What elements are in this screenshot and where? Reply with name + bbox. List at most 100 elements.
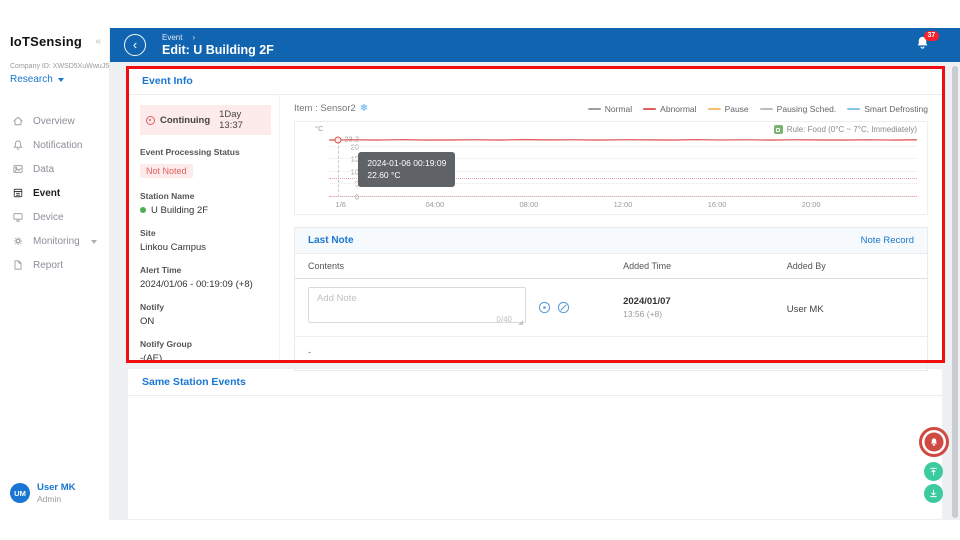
scroll-to-bottom-button[interactable]: [924, 484, 943, 503]
arrow-to-top-icon: [930, 467, 937, 476]
field-label: Event Processing Status: [140, 147, 240, 157]
legend-item: Pausing Sched.: [759, 104, 836, 114]
legend-item: Pause: [707, 103, 749, 114]
item-label: Item : Sensor2: [294, 103, 356, 114]
chart-plot-area: 23.2 20 15 10 5 0: [329, 134, 917, 209]
resize-grip-icon[interactable]: [518, 320, 523, 325]
event-marker[interactable]: [334, 136, 342, 144]
app-window: IoTSensing « Company ID: XWSD5XuWwuJ5 Re…: [0, 26, 960, 520]
y-tick: 15: [350, 154, 359, 164]
notification-count-badge: 37: [924, 31, 939, 42]
note-table-header: Contents Added Time Added By: [295, 254, 927, 279]
y-tick: 10: [350, 167, 359, 177]
added-by: User MK: [786, 303, 824, 315]
status-state: Continuing: [160, 114, 211, 126]
note-record-link[interactable]: Note Record: [860, 235, 914, 246]
vertical-scrollbar[interactable]: [952, 66, 958, 518]
device-icon: [13, 213, 23, 222]
sidebar-item-label: Event: [33, 187, 61, 199]
same-station-events-card: Same Station Events: [128, 369, 942, 519]
submit-note-icon[interactable]: [538, 301, 551, 314]
marker-guide-line: [337, 141, 339, 197]
last-note-title: Last Note: [308, 235, 354, 246]
sidebar-item-label: Data: [33, 163, 55, 175]
note-row: 0/40 2024/01/07: [295, 279, 927, 337]
char-counter: 0/40: [496, 315, 512, 324]
sidebar-nav: Overview Notification Data Event Device …: [0, 109, 109, 277]
legend-swatch: [587, 107, 601, 110]
field-value: 2024/01/06 - 00:19:09 (+8): [140, 279, 253, 290]
sidebar-item-device[interactable]: Device: [0, 205, 109, 229]
y-tick: 5: [354, 179, 359, 189]
legend-label: Normal: [604, 103, 633, 114]
threshold-line-upper: [329, 178, 917, 180]
legend-label: Smart Defrosting: [864, 103, 928, 114]
sidebar-collapse-icon[interactable]: «: [95, 36, 101, 47]
sidebar-item-data[interactable]: Data: [0, 157, 109, 181]
item-label-row: Item : Sensor2 ❄: [294, 103, 368, 114]
sidebar-item-label: Monitoring: [33, 235, 80, 247]
monitoring-gear-icon: [13, 236, 23, 246]
chevron-down-icon: [57, 78, 64, 82]
y-axis-unit: °C: [315, 124, 324, 133]
sidebar-item-monitoring[interactable]: Monitoring: [0, 229, 109, 253]
column-contents: Contents: [308, 261, 345, 271]
gridline: [329, 158, 917, 160]
breadcrumb-event[interactable]: Event: [162, 33, 183, 42]
notification-bell-button[interactable]: 37: [915, 31, 939, 56]
breadcrumb: Event ›: [162, 33, 274, 42]
chart-line: [329, 140, 917, 141]
status-duration: 1Day 13:37: [219, 109, 243, 131]
snowflake-icon[interactable]: ❄: [359, 103, 369, 114]
sidebar-item-notification[interactable]: Notification: [0, 133, 109, 157]
gridline: [329, 145, 917, 147]
add-note-input[interactable]: [308, 287, 526, 323]
sidebar-item-label: Overview: [33, 115, 75, 127]
chart-legend: Normal Abnormal Pause Pausing Sched. Sma…: [587, 103, 928, 114]
x-tick: 08:00: [519, 200, 539, 209]
main-content: Event Info Continuing 1Day 13:37 Event P…: [110, 62, 960, 520]
rule-label: Rule: Food (0°C ~ 7°C, Immediately): [786, 125, 917, 134]
sidebar-item-label: Notification: [33, 139, 83, 151]
event-info-card: Event Info Continuing 1Day 13:37 Event P…: [126, 66, 945, 371]
alarm-fab-button[interactable]: [919, 427, 949, 457]
scroll-to-top-button[interactable]: [924, 462, 943, 481]
legend-swatch: [643, 107, 657, 110]
chart-tooltip: 2024-01-06 00:19:09 22.60 °C: [358, 151, 456, 188]
rule-food-icon: [773, 125, 783, 134]
field-value: U Building 2F: [140, 205, 271, 216]
sidebar-item-event[interactable]: Event: [0, 181, 109, 205]
temperature-chart: °C Rule: Food (0°C ~ 7°C, Immediately) 2…: [294, 121, 928, 215]
x-tick: 12:00: [613, 200, 633, 209]
x-tick: 16:00: [707, 200, 727, 209]
user-profile[interactable]: UM User MK Admin: [10, 482, 76, 504]
column-added-time: Added Time: [623, 261, 672, 271]
added-time: 13:56 (+8): [623, 309, 663, 319]
clear-note-icon[interactable]: [557, 301, 570, 314]
legend-label: Abnormal: [660, 103, 697, 114]
legend-label: Pause: [724, 103, 749, 114]
home-icon: [13, 116, 23, 126]
field-label: Site: [140, 228, 156, 238]
event-info-title: Event Info: [128, 68, 942, 95]
status-badge: Not Noted: [140, 164, 193, 178]
user-role: Admin: [37, 494, 62, 504]
user-name: User MK: [37, 482, 76, 493]
tooltip-value: 22.60 °C: [367, 170, 401, 181]
back-button[interactable]: ‹: [124, 34, 146, 56]
added-date: 2024/01/07: [623, 296, 671, 307]
org-selector[interactable]: Research: [0, 70, 109, 85]
tooltip-time: 2024-01-06 00:19:09: [367, 157, 447, 168]
sidebar: IoTSensing « Company ID: XWSD5XuWwuJ5 Re…: [0, 26, 110, 520]
sidebar-item-overview[interactable]: Overview: [0, 109, 109, 133]
online-dot-icon: [140, 207, 146, 213]
org-selector-label: Research: [10, 74, 53, 85]
x-tick: 1/6: [335, 200, 346, 209]
field-label: Station Name: [140, 191, 195, 201]
legend-item: Smart Defrosting: [847, 104, 928, 114]
page-title: Edit: U Building 2F: [162, 43, 274, 57]
field-label: Notify Group: [140, 339, 192, 349]
sidebar-item-report[interactable]: Report: [0, 253, 109, 277]
brand-logo: IoTSensing: [10, 34, 83, 49]
note-empty-row: -: [308, 347, 312, 358]
